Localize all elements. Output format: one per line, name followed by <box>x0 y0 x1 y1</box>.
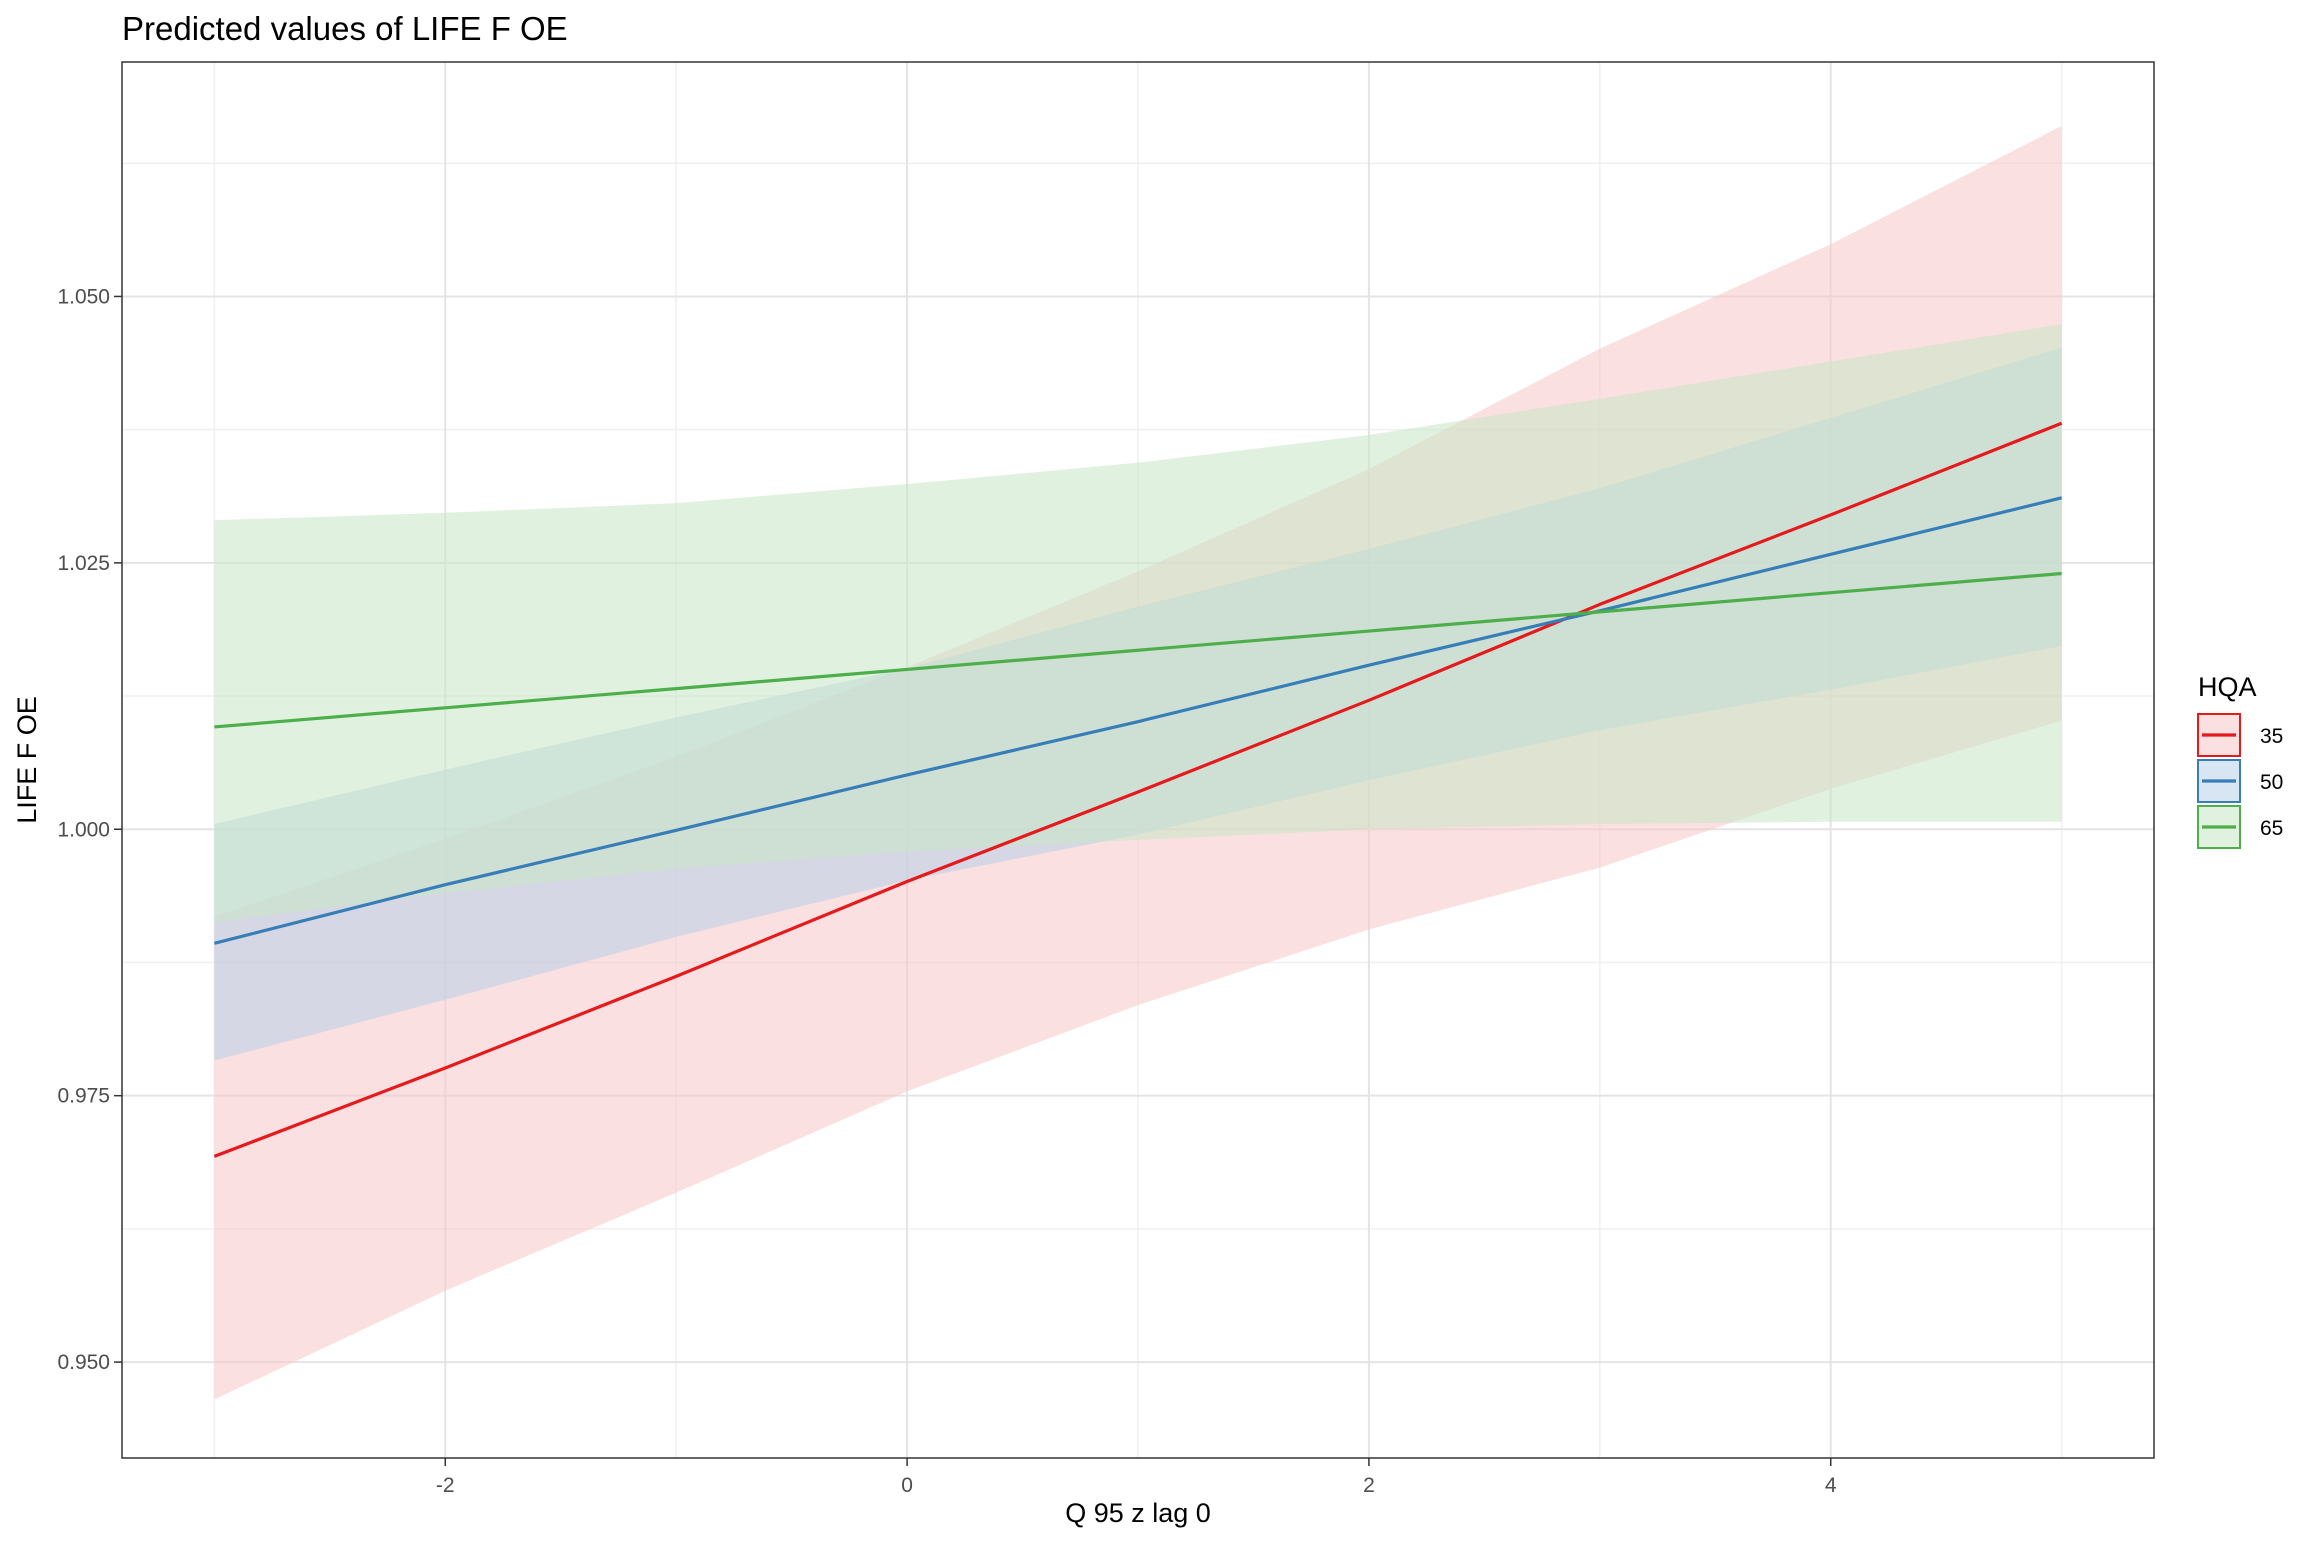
x-tick-label: 0 <box>901 1474 913 1497</box>
x-tick-label: 2 <box>1363 1474 1375 1497</box>
y-axis-ticks: 0.950 0.975 1.000 1.025 1.050 <box>57 285 122 1374</box>
y-tick-label: 1.000 <box>57 818 110 841</box>
confidence-band-hqa-65 <box>214 324 2062 922</box>
x-axis-label: Q 95 z lag 0 <box>1065 1498 1211 1528</box>
legend-label-hqa-65: 65 <box>2260 817 2283 840</box>
x-tick-label: -2 <box>436 1474 455 1497</box>
y-axis-label: LIFE F OE <box>12 696 42 824</box>
chart-title: Predicted values of LIFE F OE <box>122 10 568 47</box>
confidence-bands <box>214 125 2062 1400</box>
series-line-hqa-50 <box>213 496 2063 945</box>
x-tick-label: 4 <box>1825 1474 1837 1497</box>
y-tick-label: 1.025 <box>57 552 110 575</box>
legend-label-hqa-35: 35 <box>2260 725 2283 748</box>
x-axis-ticks: -2 0 2 4 <box>436 1458 1837 1497</box>
series-line-hqa-65 <box>214 571 2062 729</box>
y-tick-label: 0.975 <box>57 1085 110 1108</box>
legend-title: HQA <box>2198 672 2257 702</box>
series-lines <box>213 421 2063 1158</box>
plot-border <box>121 61 2155 1459</box>
y-tick-label: 1.050 <box>57 285 110 308</box>
legend: HQA 35 50 65 <box>2197 672 2283 849</box>
series-line-hqa-35 <box>213 421 2063 1158</box>
y-tick-label: 0.950 <box>57 1351 110 1374</box>
legend-label-hqa-50: 50 <box>2260 771 2283 794</box>
